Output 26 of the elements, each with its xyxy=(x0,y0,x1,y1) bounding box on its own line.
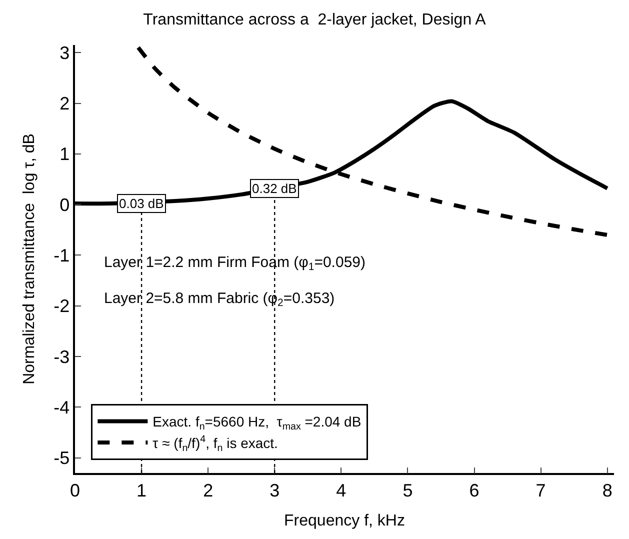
y-tick-label: 0 xyxy=(60,194,70,215)
y-tick-label: -1 xyxy=(54,246,70,266)
annotation: 0.03 dB xyxy=(119,196,164,211)
x-tick-label: 7 xyxy=(536,480,546,500)
x-tick-label: 2 xyxy=(203,480,214,500)
y-tick-label: -2 xyxy=(54,296,70,316)
x-tick-label: 8 xyxy=(602,480,612,500)
x-tick-label: 5 xyxy=(402,480,413,500)
y-tick-label: -5 xyxy=(54,448,70,468)
chart-title: Transmittance across a 2-layer jacket, Design A xyxy=(143,12,486,29)
y-tick-label: -4 xyxy=(54,397,70,418)
annotation: Layer 2=5.8 mm Fabric (φ$_{2}$=0.353) xyxy=(104,290,335,310)
y-tick-label: 2 xyxy=(60,94,70,114)
y-axis-title: Normalized transmittance log τ, dB xyxy=(21,134,38,384)
y-tick-label: 3 xyxy=(60,42,70,63)
x-tick-label: 4 xyxy=(336,480,346,500)
x-tick-label: 3 xyxy=(270,480,280,500)
y-tick-label: 1 xyxy=(60,144,70,164)
y-tick-label: -3 xyxy=(54,346,70,367)
x-tick-label: 1 xyxy=(136,480,147,500)
x-tick-label: 6 xyxy=(469,480,480,500)
legend-label: Exact. f$_{n}$=5660 Hz, τ$_{max}$ =2.04 dB xyxy=(152,414,362,433)
legend-label: τ ≈ (f$_{n}$/f)$^{4}$, f$_{n}$ is exact. xyxy=(152,434,278,454)
annotation: Layer 1=2.2 mm Firm Foam (φ$_{1}$=0.059) xyxy=(104,254,366,274)
x-axis-title: Frequency f, kHz xyxy=(284,512,405,530)
annotation: 0.32 dB xyxy=(252,181,297,196)
